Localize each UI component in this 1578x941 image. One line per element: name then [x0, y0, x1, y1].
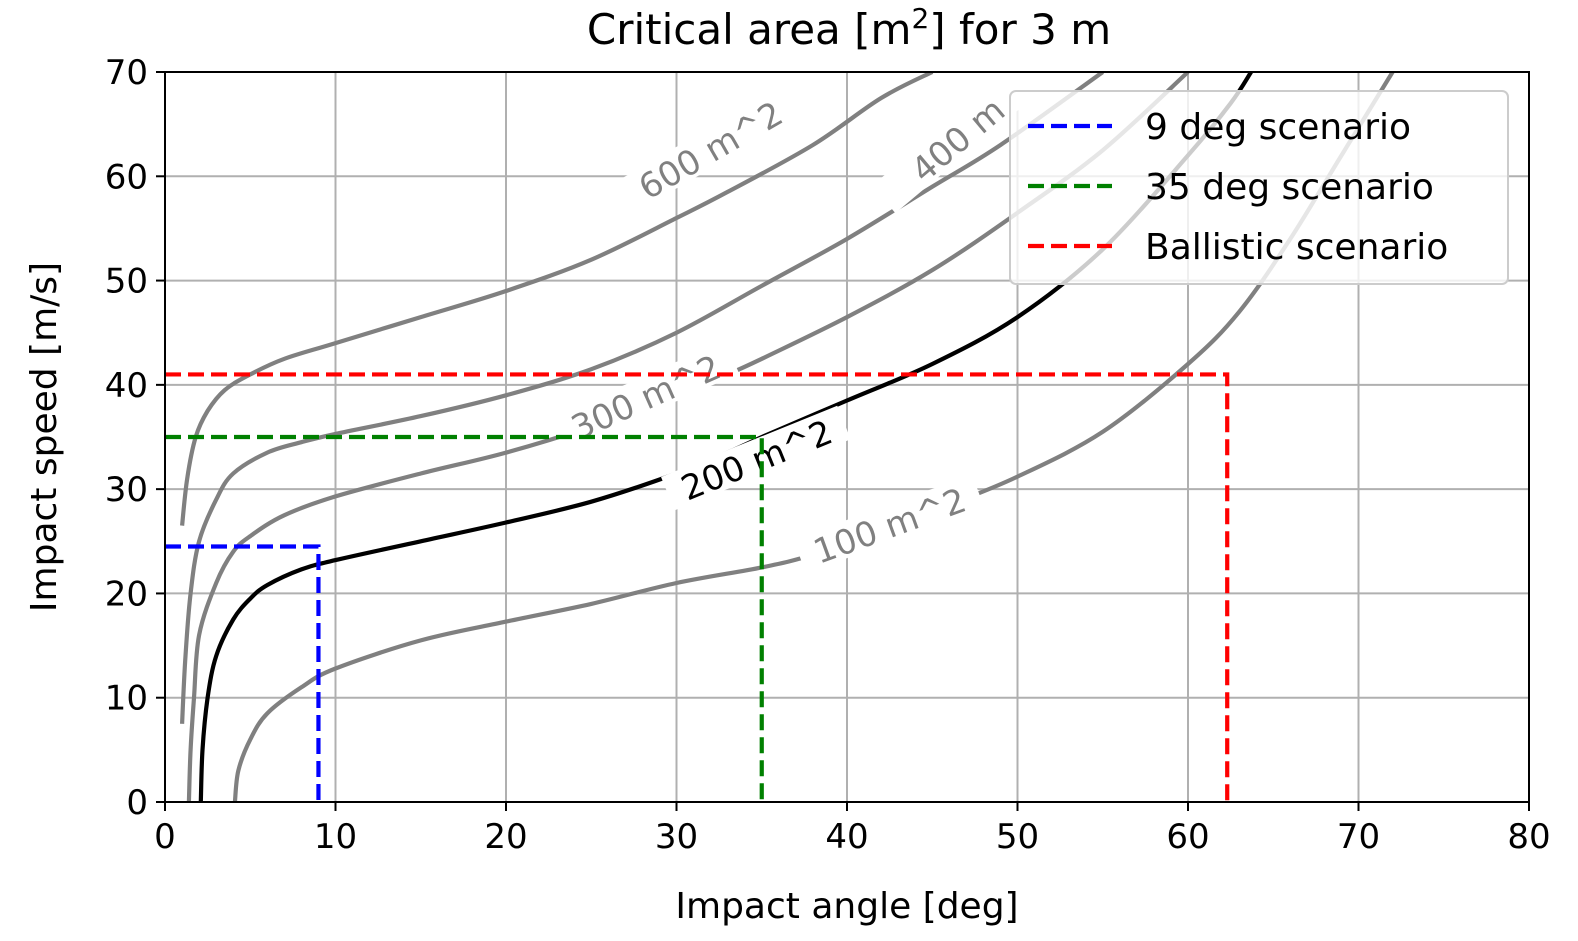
- scenario-lines: [165, 372, 1230, 802]
- axis-ticks: 0 10 20 30 40 50 60 70 80 0 10 20 30 40 50 60 70: [105, 53, 1551, 857]
- x-tick-label: 10: [314, 817, 357, 857]
- contour-label-gap: [618, 85, 801, 212]
- contour-label-gap: [793, 474, 985, 574]
- contour-line: [232, 72, 1395, 802]
- legend-box: [1009, 90, 1509, 285]
- contour-label-gap: [872, 63, 1041, 214]
- y-tick-label: 50: [105, 262, 148, 302]
- legend-label: 35 deg scenario: [1145, 167, 1434, 208]
- contour-lines: [180, 72, 1395, 802]
- x-tick-label: 40: [825, 817, 868, 857]
- x-tick-label: 0: [154, 817, 176, 857]
- y-tick-label: 20: [105, 574, 148, 614]
- x-tick-label: 70: [1337, 817, 1380, 857]
- y-tick-label: 10: [105, 679, 148, 719]
- legend: 9 deg scenario 35 deg scenario Ballistic s…: [1009, 90, 1509, 285]
- x-tick-label: 50: [996, 817, 1039, 857]
- scenario-line: [165, 434, 764, 802]
- y-tick-label: 0: [126, 783, 148, 823]
- x-tick-label: 60: [1166, 817, 1209, 857]
- y-tick-label: 70: [105, 53, 148, 93]
- scenario-line: [165, 544, 321, 802]
- contour-line: [180, 72, 934, 526]
- y-tick-label: 60: [105, 157, 148, 197]
- x-tick-label: 30: [655, 817, 698, 857]
- contour-line: [180, 72, 1105, 724]
- x-axis-label: Impact angle [deg]: [675, 886, 1018, 927]
- y-tick-label: 40: [105, 366, 148, 406]
- y-tick-label: 30: [105, 470, 148, 510]
- legend-label: Ballistic scenario: [1145, 227, 1448, 268]
- y-axis-label: Impact speed [m/s]: [24, 262, 65, 612]
- legend-label: 9 deg scenario: [1145, 107, 1411, 148]
- chart-title: Critical area [m2] for 3 m: [587, 2, 1111, 54]
- x-tick-label: 80: [1507, 817, 1550, 857]
- x-tick-label: 20: [484, 817, 527, 857]
- contour-line: [186, 72, 1190, 802]
- scenario-line: [165, 372, 1230, 802]
- contour-label-gap: [550, 340, 740, 451]
- contour-label-gap: [661, 405, 851, 511]
